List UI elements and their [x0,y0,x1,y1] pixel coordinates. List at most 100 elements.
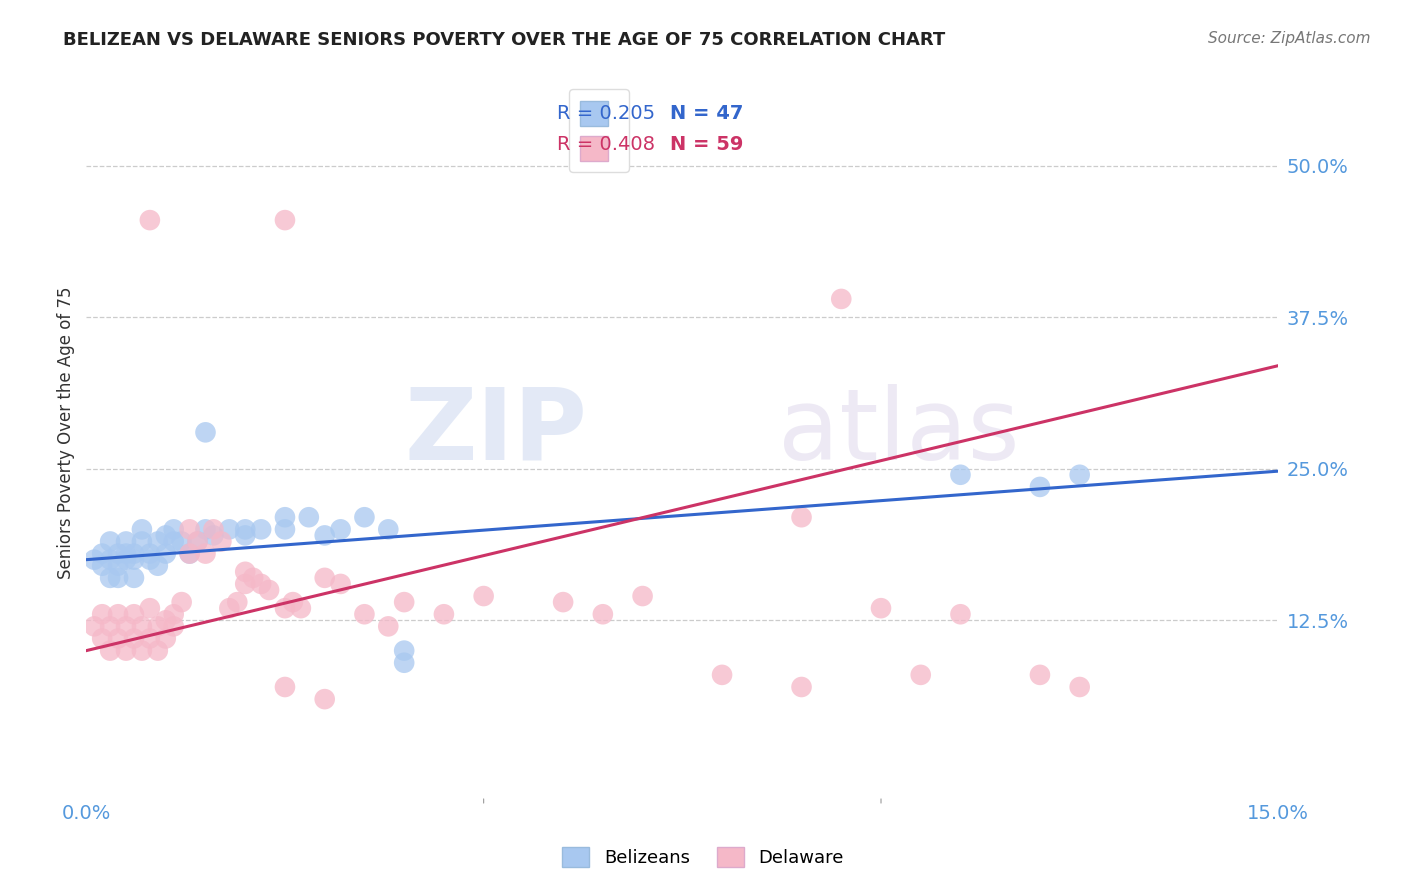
Point [170,534,193,549]
Point [131,619,153,633]
Point [329,577,352,591]
Point [353,510,375,524]
Point [830,292,852,306]
Point [870,601,893,615]
Text: R = 0.408: R = 0.408 [557,136,655,154]
Point [107,607,129,622]
Point [274,510,297,524]
Point [274,680,297,694]
Point [392,595,415,609]
Point [592,607,614,622]
Legend: Belizeans, Delaware: Belizeans, Delaware [555,839,851,874]
Text: R = 0.205: R = 0.205 [557,104,655,123]
Point [194,547,217,561]
Point [91,607,114,622]
Point [298,510,321,524]
Point [631,589,654,603]
Y-axis label: Seniors Poverty Over the Age of 75: Seniors Poverty Over the Age of 75 [58,286,75,579]
Point [353,607,375,622]
Point [194,425,217,440]
Point [115,643,138,657]
Point [187,534,209,549]
Point [98,534,121,549]
Point [949,607,972,622]
Point [194,522,217,536]
Point [98,571,121,585]
Point [155,528,177,542]
Point [146,643,169,657]
Point [1029,668,1052,682]
Point [122,607,145,622]
Point [218,522,240,536]
Point [233,528,256,542]
Point [392,643,415,657]
Point [163,522,186,536]
Text: N = 47: N = 47 [671,104,744,123]
Point [131,534,153,549]
Point [329,522,352,536]
Point [131,522,153,536]
Point [250,522,273,536]
Point [163,619,186,633]
Point [202,528,225,542]
Point [274,213,297,227]
Point [115,619,138,633]
Point [91,547,114,561]
Point [949,467,972,482]
Point [187,534,209,549]
Point [553,595,575,609]
Text: BELIZEAN VS DELAWARE SENIORS POVERTY OVER THE AGE OF 75 CORRELATION CHART: BELIZEAN VS DELAWARE SENIORS POVERTY OVE… [63,31,945,49]
Point [107,571,129,585]
Point [202,522,225,536]
Point [242,571,264,585]
Point [122,571,145,585]
Point [139,552,162,566]
Point [98,552,121,566]
Point [115,547,138,561]
Point [433,607,456,622]
Point [290,601,312,615]
Point [218,601,240,615]
Point [163,607,186,622]
Point [233,565,256,579]
Point [274,522,297,536]
Point [98,619,121,633]
Text: atlas: atlas [778,384,1019,481]
Point [314,692,336,706]
Point [139,632,162,646]
Point [107,558,129,573]
Point [163,534,186,549]
Point [377,619,399,633]
Point [146,619,169,633]
Text: Source: ZipAtlas.com: Source: ZipAtlas.com [1208,31,1371,46]
Point [179,522,201,536]
Point [281,595,304,609]
Point [314,528,336,542]
Point [392,656,415,670]
Point [472,589,495,603]
Point [179,547,201,561]
Point [139,547,162,561]
Point [115,534,138,549]
Point [711,668,734,682]
Point [226,595,249,609]
Point [115,552,138,566]
Point [1029,480,1052,494]
Point [910,668,932,682]
Text: N = 59: N = 59 [671,136,744,154]
Point [233,522,256,536]
Point [83,619,105,633]
Point [155,547,177,561]
Point [274,601,297,615]
Point [139,601,162,615]
Point [257,582,280,597]
Point [155,632,177,646]
Point [209,534,232,549]
Point [107,632,129,646]
Point [107,547,129,561]
Text: ZIP: ZIP [404,384,586,481]
Point [98,643,121,657]
Point [146,558,169,573]
Point [179,547,201,561]
Point [790,510,813,524]
